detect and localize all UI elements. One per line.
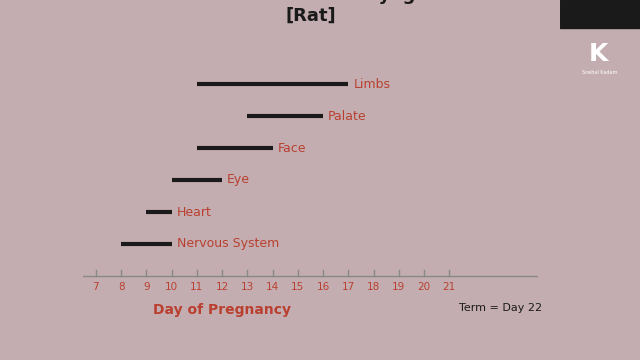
Text: Snehal Kadam: Snehal Kadam <box>582 69 618 75</box>
Text: Day of Pregnancy: Day of Pregnancy <box>153 303 291 317</box>
Text: Critical Periods In Embryogenesis
[Rat]: Critical Periods In Embryogenesis [Rat] <box>140 0 481 24</box>
Text: 10: 10 <box>165 282 178 292</box>
Text: 14: 14 <box>266 282 279 292</box>
Bar <box>560 0 640 28</box>
Text: Palate: Palate <box>328 109 367 122</box>
Text: K: K <box>589 42 608 66</box>
Text: 21: 21 <box>443 282 456 292</box>
Text: 7: 7 <box>93 282 99 292</box>
Text: Heart: Heart <box>177 206 211 219</box>
Text: 18: 18 <box>367 282 380 292</box>
Text: 15: 15 <box>291 282 305 292</box>
Text: 16: 16 <box>316 282 330 292</box>
Text: 13: 13 <box>241 282 254 292</box>
Text: 20: 20 <box>417 282 431 292</box>
Text: 17: 17 <box>342 282 355 292</box>
Text: 11: 11 <box>190 282 204 292</box>
Text: Limbs: Limbs <box>353 77 390 90</box>
Text: 9: 9 <box>143 282 150 292</box>
Text: 8: 8 <box>118 282 124 292</box>
Text: Eye: Eye <box>227 174 250 186</box>
Text: 19: 19 <box>392 282 405 292</box>
Text: Face: Face <box>278 141 306 154</box>
Text: Term = Day 22: Term = Day 22 <box>460 303 543 313</box>
Text: 12: 12 <box>216 282 228 292</box>
Text: Nervous System: Nervous System <box>177 238 279 251</box>
